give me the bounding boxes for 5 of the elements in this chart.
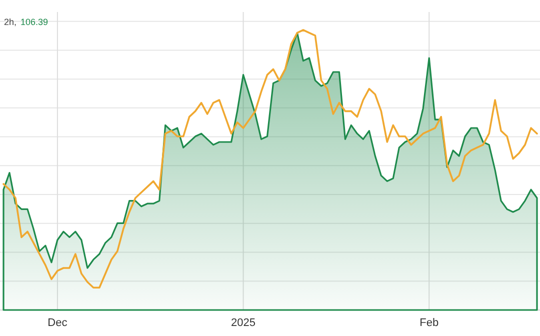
- text: 106.39: [20, 17, 48, 27]
- x-tick-label: Dec: [48, 317, 68, 329]
- x-tick-label: Feb: [420, 317, 439, 329]
- text: 2h,: [4, 17, 17, 27]
- x-tick-label: 2025: [231, 317, 256, 329]
